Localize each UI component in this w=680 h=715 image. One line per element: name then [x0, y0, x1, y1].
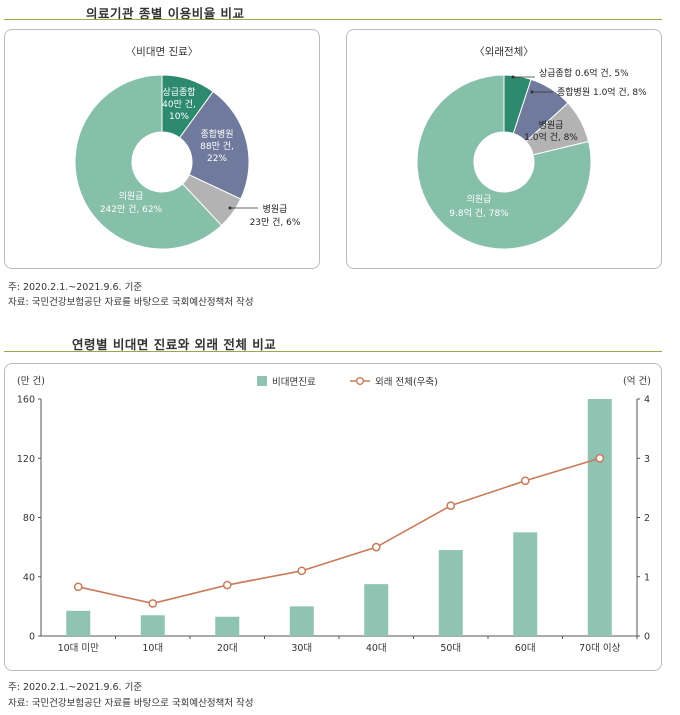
pie-chart-nonface: 〈비대면 진료〉 상급종합 40만 건, 10% 종합병원 88만 건, 22%… — [74, 46, 301, 250]
x-tick-label: 60대 — [515, 643, 536, 654]
label2-byeongwon-name: 병원급 — [539, 120, 564, 131]
pie-slice-3 — [74, 74, 223, 250]
combo-chart-box: (만 건) (억 건) 0 40 80 120 160 0 1 2 3 4 10대 미만 10대 20대 30… — [4, 363, 662, 671]
leader-dot-sanggeup — [511, 75, 515, 79]
y-tick-label-left: 80 — [23, 513, 35, 524]
line-point-5 — [446, 501, 456, 510]
bar-nonface-1 — [140, 615, 165, 636]
label-sanggeup-value: 40만 건, — [162, 99, 196, 110]
bar-nonface-0 — [66, 610, 91, 636]
line-point-6 — [520, 476, 530, 486]
label2-uiwon-name: 의원급 — [467, 194, 492, 205]
combo-chart: (만 건) (억 건) 0 40 80 120 160 0 1 2 3 4 10대 미만 10대 20대 30… — [17, 375, 651, 654]
legend-label-bar: 비대면진료 — [272, 377, 316, 388]
x-tick-label: 70대 이상 — [579, 643, 621, 654]
x-tick-label: 30대 — [291, 643, 312, 654]
y-tick-label-right: 0 — [644, 632, 650, 643]
label-jonghap-value: 88만 건, — [200, 141, 234, 152]
y-axis-label-left: (만 건) — [17, 376, 45, 387]
label-byeongwon-name: 병원급 — [263, 204, 288, 215]
leader-dot-byeongwon — [228, 206, 232, 210]
label-byeongwon-value: 23만 건, 6% — [250, 217, 301, 228]
x-tick-label: 10대 — [142, 643, 163, 654]
bar-nonface-2 — [215, 616, 240, 636]
bar-nonface-4 — [364, 584, 389, 636]
label2-sanggeup: 상급종합 0.6억 건, 5% — [539, 67, 629, 79]
bar-nonface-3 — [289, 606, 314, 636]
section-title-pies: 의료기관 종별 이용비율 비교 — [86, 6, 245, 21]
line-outpatient — [78, 457, 600, 605]
label2-byeongwon-value: 1.0억 건, 8% — [524, 131, 578, 143]
title-rule-top — [4, 19, 662, 20]
label-sanggeup-name: 상급종합 — [162, 87, 195, 98]
label-uiwon-value: 242만 건, 62% — [100, 204, 163, 215]
line-point-0 — [73, 582, 83, 592]
y-tick-label-left: 0 — [29, 632, 35, 643]
line-point-4 — [371, 542, 381, 552]
x-tick-label: 40대 — [366, 643, 387, 654]
line-point-7 — [595, 453, 605, 463]
leader-dot-jonghap — [530, 90, 534, 94]
y-tick-label-left: 120 — [17, 454, 35, 465]
line-point-3 — [297, 566, 307, 576]
pie-slice-3 — [416, 74, 592, 250]
section-title-age: 연령별 비대면 진료와 외래 전체 비교 — [72, 337, 277, 352]
label-sanggeup-pct: 10% — [169, 112, 189, 122]
label2-jonghap: 종합병원 1.0억 건, 8% — [557, 86, 647, 98]
y-tick-label-right: 3 — [644, 454, 650, 465]
title-rule-bottom — [4, 351, 662, 352]
pie-title-nonface: 〈비대면 진료〉 — [126, 46, 199, 58]
note-period-top: 주: 2020.2.1.~2021.9.6. 기준 — [8, 282, 143, 293]
x-tick-label: 10대 미만 — [58, 643, 100, 654]
y-tick-label-left: 160 — [17, 395, 35, 406]
label-jonghap-name: 종합병원 — [200, 129, 233, 140]
label2-uiwon-value: 9.8억 건, 78% — [449, 207, 509, 219]
label-uiwon-name: 의원급 — [119, 191, 144, 202]
label-jonghap-pct: 22% — [207, 154, 227, 164]
pie-box-nonface: 〈비대면 진료〉 상급종합 40만 건, 10% 종합병원 88만 건, 22%… — [4, 29, 320, 269]
y-tick-label-right: 1 — [644, 572, 650, 583]
pie-title-outpatient: 〈외래전체〉 — [474, 46, 534, 58]
legend-swatch-marker — [356, 376, 365, 385]
pie-box-outpatient: 〈외래전체〉 상급종합 0.6억 건, 5% 종합병원 1.0억 건, 8% 병… — [346, 29, 662, 269]
y-tick-label-right: 2 — [644, 513, 650, 524]
y-tick-label-right: 4 — [644, 395, 650, 406]
pie-slice-1 — [178, 90, 250, 200]
y-tick-label-left: 40 — [23, 572, 35, 583]
x-tick-label: 50대 — [440, 643, 461, 654]
bar-nonface-7 — [587, 399, 612, 636]
bar-nonface-5 — [438, 550, 463, 636]
note-period-bottom: 주: 2020.2.1.~2021.9.6. 기준 — [8, 682, 143, 693]
bar-nonface-6 — [513, 532, 538, 636]
line-point-1 — [148, 599, 158, 608]
legend-swatch-bar — [257, 376, 267, 386]
y-axis-label-right: (억 건) — [623, 375, 651, 387]
x-tick-label: 20대 — [217, 643, 238, 654]
legend-label-line: 외래 전체(우축) — [375, 376, 438, 388]
note-source-bottom: 자료: 국민건강보험공단 자료를 바탕으로 국회예산정책처 작성 — [8, 698, 254, 709]
pie-chart-outpatient: 〈외래전체〉 상급종합 0.6억 건, 5% 종합병원 1.0억 건, 8% 병… — [416, 46, 647, 250]
note-source-top: 자료: 국민건강보험공단 자료를 바탕으로 국회예산정책처 작성 — [8, 297, 254, 308]
line-point-2 — [222, 580, 232, 590]
